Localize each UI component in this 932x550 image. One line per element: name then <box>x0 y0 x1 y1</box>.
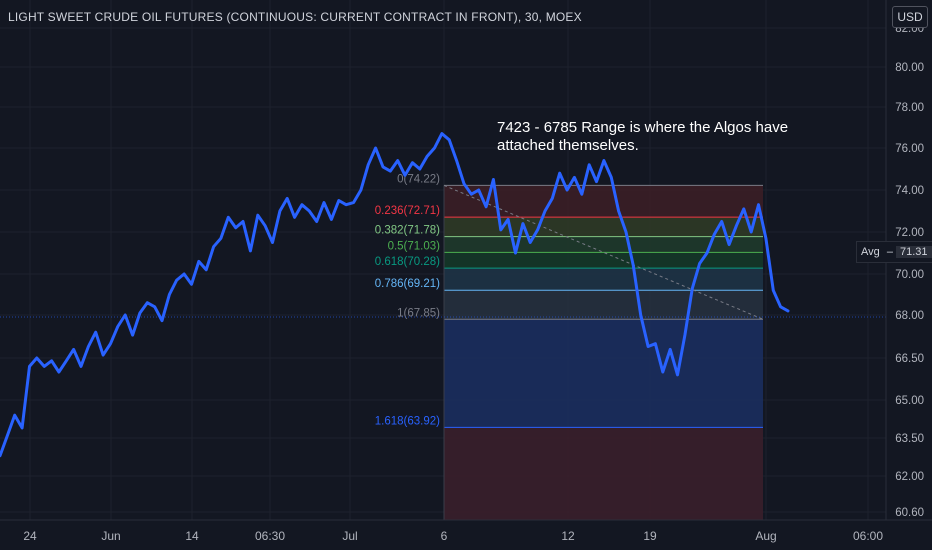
price-series-line[interactable] <box>0 132 790 458</box>
y-tick-label: 63.50 <box>895 433 924 445</box>
chart-title: LIGHT SWEET CRUDE OIL FUTURES (CONTINUOU… <box>8 10 582 24</box>
grid-lines <box>0 0 886 520</box>
fib-level-label: 0.618(70.28) <box>375 256 440 268</box>
fib-band <box>444 217 763 237</box>
fib-band <box>444 268 763 291</box>
fib-band <box>444 252 763 269</box>
x-tick-label: Jun <box>101 529 120 543</box>
y-tick-label: 78.00 <box>895 102 924 114</box>
fib-level-label: 0.382(71.78) <box>375 225 440 237</box>
fib-level-label: 1.618(63.92) <box>375 415 440 427</box>
y-tick-label: 76.00 <box>895 143 924 155</box>
x-tick-label: 12 <box>561 529 575 543</box>
y-tick-label: 74.00 <box>895 185 924 197</box>
y-tick-label: 66.50 <box>895 353 924 365</box>
x-tick-label: Aug <box>755 529 776 543</box>
fib-band-extension <box>444 427 763 520</box>
y-tick-label: 68.00 <box>895 310 924 322</box>
y-tick-label: 62.00 <box>895 471 924 483</box>
fib-level-label: 1(67.85) <box>397 307 440 319</box>
x-tick-label: Jul <box>342 529 357 543</box>
x-tick-label: 24 <box>23 529 37 543</box>
fib-band <box>444 319 763 428</box>
fibonacci-retracement[interactable]: 0(74.22) 0.236(72.71) 0.382(71.78) 0.5(71.0… <box>375 173 764 520</box>
y-tick-label: 60.60 <box>895 507 924 519</box>
fib-level-label: 0.5(71.03) <box>388 240 441 252</box>
y-tick-label: 80.00 <box>895 62 924 74</box>
fib-level-label: 0(74.22) <box>397 173 440 185</box>
fib-band <box>444 290 763 320</box>
y-tick-label: 72.00 <box>895 227 924 239</box>
x-tick-label: 19 <box>643 529 657 543</box>
currency-button[interactable]: USD <box>892 6 928 28</box>
chart-annotation[interactable]: 7423 - 6785 Range is where the Algos hav… <box>497 119 789 154</box>
x-tick-label: 14 <box>185 529 199 543</box>
avg-price-label: Avg – 71.31 <box>856 241 932 263</box>
x-axis[interactable]: 24 Jun 14 06:30 Jul 6 12 19 Aug 06:00 <box>0 519 932 543</box>
avg-value: 71.31 <box>896 246 932 258</box>
fib-trend-line <box>443 184 764 320</box>
fib-level-label: 0.786(69.21) <box>375 278 440 290</box>
fib-band <box>444 236 763 253</box>
fib-level-label: 0.236(72.71) <box>375 205 440 217</box>
x-tick-label: 6 <box>441 529 448 543</box>
y-tick-label: 70.00 <box>895 269 924 281</box>
x-tick-label: 06:30 <box>255 529 285 543</box>
x-tick-label: 06:00 <box>853 529 883 543</box>
avg-name: Avg <box>861 246 880 258</box>
y-tick-label: 65.00 <box>895 395 924 407</box>
